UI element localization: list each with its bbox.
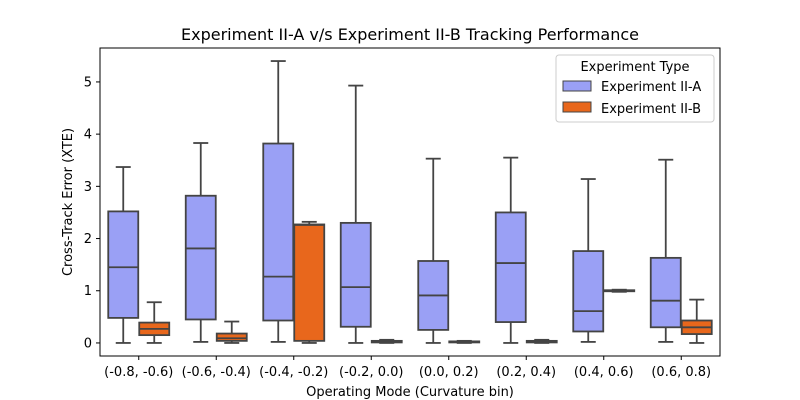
box-experiment-ii-a — [572, 178, 605, 343]
iqr-box — [572, 250, 605, 333]
iqr-box — [649, 256, 682, 329]
y-tick-label: 4 — [84, 128, 92, 143]
legend-swatch-experiment-ii-b — [562, 101, 592, 113]
x-tick-label: (0.2, 0.4) — [496, 365, 556, 380]
box-experiment-ii-b — [215, 320, 248, 344]
y-tick-label: 3 — [84, 180, 92, 195]
x-tick-label: (-0.8, -0.6) — [104, 365, 173, 380]
iqr-box — [107, 210, 140, 319]
iqr-box — [293, 223, 326, 342]
box-experiment-ii-a — [107, 166, 140, 344]
y-axis-label: Cross-Track Error (XTE) — [61, 128, 76, 276]
y-axis: 0 1 2 3 4 5 — [84, 75, 100, 351]
x-tick-label: (0.0, 0.2) — [419, 365, 479, 380]
box-experiment-ii-b — [680, 298, 713, 344]
x-tick-label: (-0.2, 0.0) — [339, 365, 403, 380]
y-tick-label: 0 — [84, 336, 92, 351]
box-experiment-ii-b — [370, 338, 403, 344]
box-experiment-ii-b — [293, 220, 326, 344]
box-experiment-ii-b — [525, 338, 558, 344]
iqr-box — [494, 211, 527, 323]
box-experiment-ii-a — [339, 84, 372, 344]
box-experiment-ii-a — [262, 60, 295, 343]
x-axis-label: Operating Mode (Curvature bin) — [306, 385, 514, 400]
legend: Experiment Type Experiment II-A Experime… — [555, 54, 715, 123]
plot-area — [99, 47, 721, 357]
legend-swatch-experiment-ii-a — [562, 80, 592, 92]
x-axis: (-0.8, -0.6) (-0.6, -0.4) (-0.4, -0.2) (-0.… — [104, 356, 711, 380]
x-tick-label: (-0.4, -0.2) — [259, 365, 328, 380]
chart-title: Experiment II-A v/s Experiment II-B Trac… — [181, 25, 639, 44]
iqr-box — [215, 332, 248, 342]
legend-label-experiment-ii-a: Experiment II-A — [601, 80, 701, 95]
legend-title: Experiment Type — [580, 60, 689, 75]
box-experiment-ii-a — [184, 142, 217, 343]
iqr-box — [339, 221, 372, 328]
box-experiment-ii-b — [448, 339, 481, 344]
box-experiment-ii-a — [649, 158, 682, 343]
x-tick-label: (0.4, 0.6) — [574, 365, 634, 380]
box-experiment-ii-a — [417, 157, 450, 344]
iqr-box — [184, 194, 217, 321]
iqr-box — [262, 142, 295, 322]
legend-label-experiment-ii-b: Experiment II-B — [601, 102, 701, 117]
y-tick-label: 5 — [84, 75, 92, 90]
x-tick-label: (0.6, 0.8) — [651, 365, 711, 380]
x-tick-label: (-0.6, -0.4) — [182, 365, 251, 380]
legend-frame — [555, 54, 715, 123]
box-experiment-ii-a — [494, 156, 527, 344]
box-experiment-ii-b — [138, 301, 171, 344]
box-experiment-ii-b — [603, 288, 636, 293]
box-series — [107, 60, 713, 344]
y-tick-label: 1 — [84, 284, 92, 299]
y-tick-label: 2 — [84, 232, 92, 247]
